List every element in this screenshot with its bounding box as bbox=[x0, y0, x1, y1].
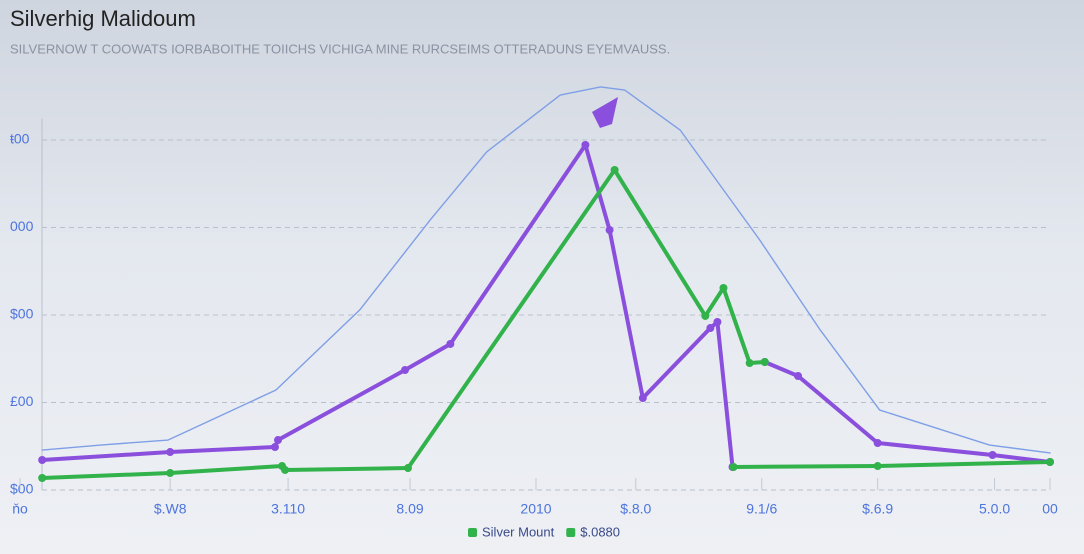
point bbox=[581, 140, 590, 149]
y-tick-label: $00 bbox=[10, 481, 34, 497]
x-tick-label: 00 bbox=[1042, 501, 1058, 517]
point bbox=[1046, 458, 1054, 466]
point bbox=[404, 464, 413, 473]
legend-swatch bbox=[566, 528, 576, 537]
x-tick-label: $.6.9 bbox=[862, 501, 893, 517]
point bbox=[760, 357, 769, 366]
series-line bbox=[40, 142, 1052, 469]
y-tick-label: 000 bbox=[10, 218, 34, 234]
point bbox=[701, 311, 710, 320]
x-tick-label: $.W8 bbox=[154, 501, 187, 517]
point bbox=[873, 439, 882, 448]
point bbox=[446, 339, 455, 348]
point bbox=[745, 359, 754, 368]
point bbox=[713, 318, 722, 326]
point bbox=[38, 455, 47, 464]
x-tick-label: 3.110 bbox=[271, 501, 305, 517]
point bbox=[274, 436, 283, 445]
point bbox=[729, 462, 738, 471]
x-tick-label: 8.09 bbox=[396, 501, 423, 517]
point bbox=[166, 448, 175, 457]
legend-label: $.0880 bbox=[580, 524, 620, 539]
point bbox=[794, 371, 803, 380]
x-tick-label: $.8.0 bbox=[620, 501, 651, 517]
point bbox=[281, 465, 290, 474]
point bbox=[873, 462, 882, 471]
chart-title: Silverhig Malidoum bbox=[10, 6, 196, 31]
x-tick-label: 2010 bbox=[520, 501, 551, 517]
arrow-head bbox=[592, 97, 618, 128]
series-line bbox=[40, 168, 1052, 481]
point bbox=[610, 166, 619, 175]
y-tick-label: $00 bbox=[10, 306, 34, 322]
point bbox=[270, 443, 279, 452]
legend-label: Silver Mount bbox=[482, 524, 555, 539]
x-tick-label: 9.1/6 bbox=[746, 501, 777, 517]
point bbox=[166, 469, 175, 478]
series-line bbox=[41, 86, 1051, 454]
point bbox=[605, 226, 614, 235]
point bbox=[706, 324, 715, 333]
point bbox=[638, 394, 647, 403]
point bbox=[719, 283, 728, 292]
chart-subtitle: SILVERNOW T COOWATS IORBABOITHE TOIICHS … bbox=[10, 41, 670, 56]
y-tick-label: £00 bbox=[10, 393, 34, 409]
y-tick-label: ŧ00 bbox=[10, 131, 30, 147]
legend-swatch bbox=[468, 528, 477, 537]
x-tick-label: ňo bbox=[12, 501, 28, 517]
x-tick-label: 5.0.0 bbox=[979, 501, 1010, 517]
point bbox=[400, 366, 409, 375]
point bbox=[38, 474, 47, 483]
point bbox=[988, 451, 997, 459]
